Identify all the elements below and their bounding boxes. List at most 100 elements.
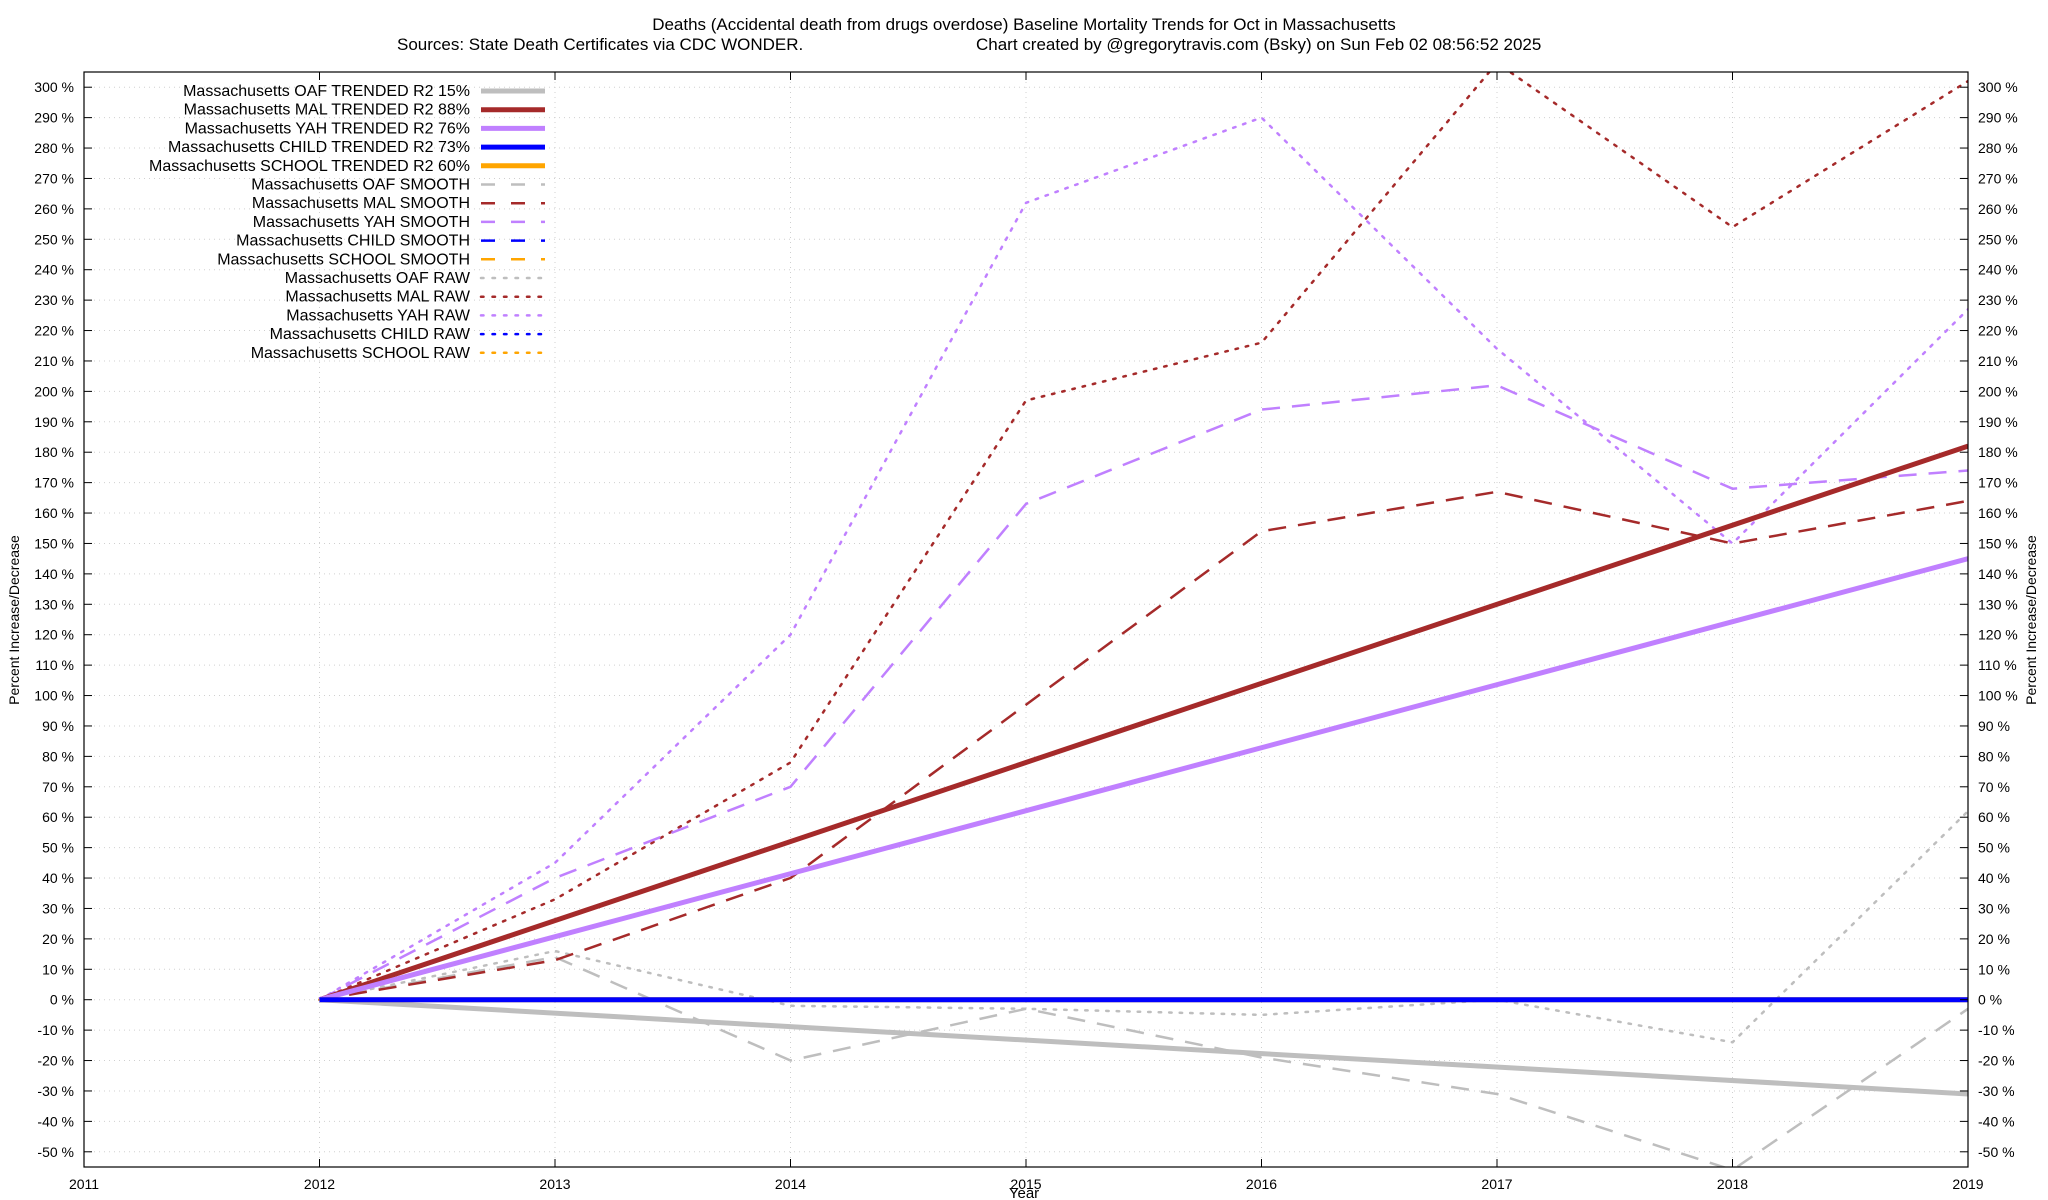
y-tick-label-right: 250 %: [1978, 231, 2018, 247]
y-tick-label-left: 130 %: [34, 596, 74, 612]
x-tick-label: 2013: [539, 1176, 570, 1192]
y-tick-label-left: 20 %: [42, 931, 74, 947]
legend-label: Massachusetts OAF SMOOTH: [251, 177, 470, 194]
y-tick-label-left: 240 %: [34, 262, 74, 278]
y-tick-label-right: 170 %: [1978, 475, 2018, 491]
y-tick-label-left: 160 %: [34, 505, 74, 521]
y-tick-label-right: 260 %: [1978, 201, 2018, 217]
series-line-massachusetts-oaf-smooth: [319, 955, 1968, 1167]
chart-title: Deaths (Accidental death from drugs over…: [652, 15, 1396, 34]
y-tick-label-right: 190 %: [1978, 414, 2018, 430]
y-tick-label-right: 60 %: [1978, 809, 2010, 825]
y-tick-label-right: 120 %: [1978, 627, 2018, 643]
x-tick-label: 2019: [1952, 1176, 1983, 1192]
y-tick-label-left: -20 %: [37, 1053, 74, 1069]
y-tick-label-right: -10 %: [1978, 1022, 2015, 1038]
y-tick-label-left: 230 %: [34, 292, 74, 308]
y-tick-label-left: 200 %: [34, 383, 74, 399]
x-tick-label: 2017: [1481, 1176, 1512, 1192]
y-tick-label-left: 150 %: [34, 535, 74, 551]
y-tick-label-left: 290 %: [34, 110, 74, 126]
axis-ticks: 2011 2012 2013 2014 2015 2016 2017 2018 2019 300 …: [34, 72, 2018, 1192]
chart-subtitle-left: Sources: State Death Certificates via CD…: [397, 35, 803, 54]
y-tick-label-left: 10 %: [42, 961, 74, 977]
legend-label: Massachusetts CHILD TRENDED R2 73%: [168, 139, 470, 156]
y-tick-label-right: 30 %: [1978, 900, 2010, 916]
y-tick-label-left: 260 %: [34, 201, 74, 217]
y-tick-label-right: 180 %: [1978, 444, 2018, 460]
y-tick-label-right: 270 %: [1978, 170, 2018, 186]
y-tick-label-left: 90 %: [42, 718, 74, 734]
y-tick-label-left: 170 %: [34, 475, 74, 491]
y-tick-label-left: 300 %: [34, 79, 74, 95]
legend-label: Massachusetts MAL TRENDED R2 88%: [184, 102, 470, 119]
y-tick-label-left: -30 %: [37, 1083, 74, 1099]
legend-label: Massachusetts MAL SMOOTH: [252, 195, 470, 212]
y-tick-label-left: 30 %: [42, 900, 74, 916]
legend: Massachusetts OAF TRENDED R2 15% Massachu…: [149, 83, 547, 362]
y-tick-label-right: 0 %: [1978, 992, 2002, 1008]
y-tick-label-right: 40 %: [1978, 870, 2010, 886]
legend-label: Massachusetts CHILD RAW: [270, 326, 471, 343]
x-tick-label: 2016: [1246, 1176, 1277, 1192]
legend-label: Massachusetts YAH SMOOTH: [253, 214, 470, 231]
y-tick-label-left: 190 %: [34, 414, 74, 430]
y-tick-label-left: 120 %: [34, 627, 74, 643]
series-line-massachusetts-oaf-raw: [318, 809, 1968, 1044]
legend-label: Massachusetts SCHOOL RAW: [251, 345, 471, 362]
y-tick-label-right: 70 %: [1978, 779, 2010, 795]
y-tick-label-right: 110 %: [1978, 657, 2017, 673]
y-tick-label-right: -20 %: [1978, 1053, 2015, 1069]
y-tick-label-right: 50 %: [1978, 840, 2010, 856]
y-tick-label-left: -50 %: [37, 1144, 74, 1160]
series-line-massachusetts-yah-raw: [318, 116, 1968, 1001]
series-lines: [318, 72, 1968, 1167]
y-tick-label-left: 0 %: [50, 992, 74, 1008]
series-line-massachusetts-mal-smooth: [319, 490, 1968, 1001]
x-axis-label: Year: [1009, 1185, 1039, 1200]
y-tick-label-right: 220 %: [1978, 323, 2018, 339]
y-tick-label-left: 110 %: [35, 657, 74, 673]
y-tick-label-left: 60 %: [42, 809, 74, 825]
y-tick-label-right: 90 %: [1978, 718, 2010, 734]
y-tick-label-right: 230 %: [1978, 292, 2018, 308]
y-tick-label-left: 250 %: [34, 231, 74, 247]
series-line-massachusetts-mal-trended-r2-88: [318, 443, 1968, 1003]
x-tick-label: 2015: [1010, 1176, 1041, 1192]
y-tick-label-right: 20 %: [1978, 931, 2010, 947]
y-tick-label-right: 130 %: [1978, 596, 2018, 612]
y-axis-label-left: Percent Increase/Decrease: [6, 535, 22, 705]
chart-subtitle-right: Chart created by @gregorytravis.com (Bsk…: [976, 35, 1541, 54]
y-tick-label-right: -50 %: [1978, 1144, 2015, 1160]
y-axis-label-right: Percent Increase/Decrease: [2023, 535, 2039, 705]
y-tick-label-right: 280 %: [1978, 140, 2018, 156]
y-tick-label-right: 210 %: [1978, 353, 2018, 369]
y-tick-label-right: 300 %: [1978, 79, 2018, 95]
y-tick-label-left: -10 %: [37, 1022, 74, 1038]
series-line-massachusetts-yah-smooth: [318, 384, 1968, 1001]
legend-label: Massachusetts SCHOOL SMOOTH: [217, 251, 470, 268]
legend-label: Massachusetts OAF TRENDED R2 15%: [183, 83, 470, 100]
y-tick-label-right: 150 %: [1978, 535, 2018, 551]
legend-label: Massachusetts YAH TRENDED R2 76%: [185, 120, 470, 137]
legend-label: Massachusetts SCHOOL TRENDED R2 60%: [149, 158, 470, 175]
y-tick-label-right: 290 %: [1978, 110, 2018, 126]
y-tick-label-left: 210 %: [34, 353, 74, 369]
y-tick-label-right: 240 %: [1978, 262, 2018, 278]
x-tick-label: 2014: [775, 1176, 806, 1192]
y-tick-label-left: 270 %: [34, 170, 74, 186]
y-tick-label-right: -30 %: [1978, 1083, 2015, 1099]
legend-label: Massachusetts OAF RAW: [285, 270, 471, 287]
y-tick-label-right: -40 %: [1978, 1113, 2015, 1129]
series-line-massachusetts-yah-trended-r2-76: [318, 556, 1968, 1003]
x-tick-label: 2011: [69, 1176, 99, 1192]
y-tick-label-right: 140 %: [1978, 566, 2018, 582]
y-tick-label-left: 180 %: [34, 444, 74, 460]
y-tick-label-right: 100 %: [1978, 688, 2018, 704]
y-tick-label-left: 70 %: [42, 779, 74, 795]
y-tick-label-left: 80 %: [42, 748, 74, 764]
y-tick-label-left: 280 %: [34, 140, 74, 156]
series-line-massachusetts-oaf-trended-r2-15: [319, 997, 1968, 1097]
x-tick-label: 2012: [304, 1176, 335, 1192]
